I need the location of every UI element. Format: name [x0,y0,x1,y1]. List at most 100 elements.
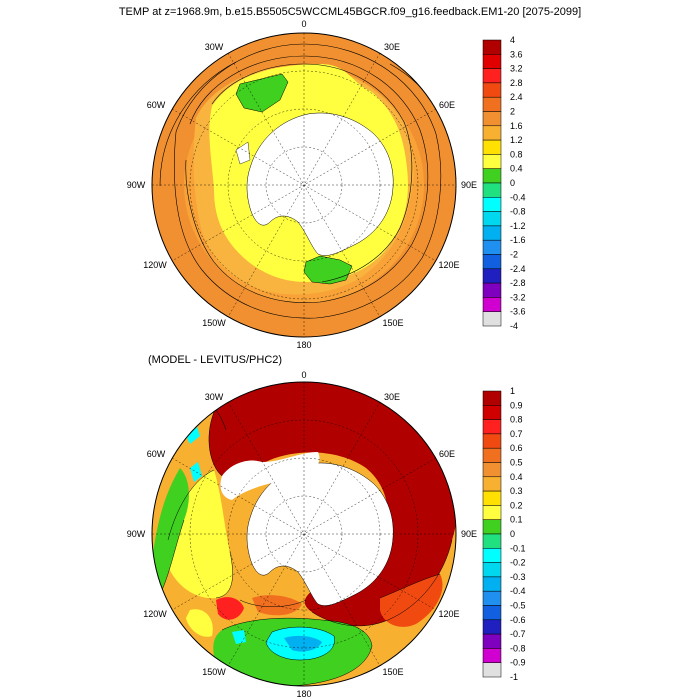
top-colorbar-box [482,68,502,84]
top-colorbar-label: 0.4 [510,164,523,174]
bottom-colorbar-label: 0.6 [510,443,523,453]
bottom-colorbar-box [482,576,502,592]
bottom-lon-label-90e: 90E [461,529,477,539]
bottom-colorbar-label: -0.7 [510,629,526,639]
green-band-west [152,468,189,590]
bottom-colorbar-label: 0.5 [510,458,523,468]
bottom-colorbar-label: -0.2 [510,558,526,568]
bottom-colorbar-box [482,590,502,606]
bottom-colorbar-label: 0.8 [510,415,523,425]
top-colorbar-label: 0 [510,178,515,188]
top-colorbar-box [482,254,502,270]
dark-red-warming-sector [208,382,456,626]
top-colorbar-label: -2.4 [510,264,526,274]
bottom-colorbar-box [482,462,502,478]
bottom-colorbar-box [482,662,502,678]
top-colorbar-box [482,54,502,69]
top-colorbar-box [482,125,502,141]
top-colorbar-box [482,39,502,55]
top-colorbar-label: -3.6 [510,307,526,317]
bottom-colorbar-label: 1 [510,386,515,396]
top-colorbar-box [482,211,502,227]
top-polar-map: 0 30E 60E 90E 120E 150E 180 150W 120W 90… [127,19,477,350]
top-lon-label-120e: 120E [438,260,459,270]
bottom-colorbar-box [482,419,502,435]
top-lon-label-30e: 30E [384,42,400,52]
bottom-graticule [152,382,456,686]
bottom-colorbar-box [482,447,502,463]
bottom-lon-label-0: 0 [301,370,306,380]
top-colorbar-box [482,139,502,155]
bottom-map-border [151,381,457,687]
top-colorbar-label: -0.8 [510,207,526,217]
bottom-lon-label-120e: 120E [438,609,459,619]
top-colorbar-label: 2 [510,107,515,117]
top-colorbar-box [482,225,502,241]
top-colorbar-box [482,82,502,98]
top-lon-label-0: 0 [301,19,306,29]
bottom-colorbar-label: 0.7 [510,429,523,439]
top-colorbar-box [482,311,502,327]
bottom-colorbar-box [482,433,502,449]
bottom-colorbar-label: 0.4 [510,472,523,482]
bottom-colorbar-box [482,548,502,563]
cyan-speck-nw [184,424,200,444]
top-colorbar-label: -2.8 [510,278,526,288]
top-colorbar: 4 3.6 3.2 2.8 2.4 2 1.6 1.2 0.8 0.4 0 -0.4 -0.8 -1.2 -… [482,35,526,331]
top-colorbar-box [482,297,502,312]
bottom-lon-label-120w: 120W [143,609,167,619]
top-map-border [151,32,457,338]
top-colorbar-box [482,239,502,255]
green-patch-atlantic [235,73,289,113]
top-colorbar-box [482,197,502,212]
bottom-colorbar-label: 0 [510,529,515,539]
top-lon-label-90w: 90W [127,180,146,190]
top-colorbar-label: 3.6 [510,49,523,59]
yellow-patch-south [186,609,213,637]
top-lon-label-120w: 120W [143,260,167,270]
antarctica-landmask-bottom [246,462,394,606]
bottom-colorbar-label: -0.9 [510,658,526,668]
top-lon-label-150w: 150W [202,318,226,328]
top-colorbar-box [482,168,502,184]
bottom-colorbar-box [482,633,502,649]
bottom-lon-label-30e: 30E [384,392,400,402]
bottom-lon-label-180: 180 [296,689,311,699]
top-lon-label-90e: 90E [461,180,477,190]
top-colorbar-label: 1.2 [510,135,523,145]
bottom-lon-label-150e: 150E [382,667,403,677]
top-colorbar-label: -0.4 [510,192,526,202]
top-colorbar-label: 4 [510,35,515,45]
bottom-colorbar-box [482,533,502,549]
bottom-colorbar-label: 0.1 [510,515,523,525]
bottom-colorbar-label: -0.4 [510,586,526,596]
bottom-colorbar-label: -0.1 [510,543,526,553]
top-lon-label-60w: 60W [147,100,166,110]
top-colorbar-label: 2.4 [510,92,523,102]
bottom-colorbar-label: -0.8 [510,643,526,653]
top-lon-label-30w: 30W [205,42,224,52]
bottom-polar-map: 0 30E 60E 90E 120E 150E 180 150W 120W 90… [127,370,477,699]
bottom-colorbar-label: -0.5 [510,601,526,611]
top-colorbar-label: 1.6 [510,121,523,131]
bottom-colorbar-box [482,405,502,420]
bottom-colorbar-box [482,562,502,578]
top-colorbar-label: -3.2 [510,292,526,302]
top-lon-label-60e: 60E [439,100,455,110]
bottom-colorbar-label: -1 [510,672,518,682]
bottom-colorbar-label: -0.6 [510,615,526,625]
antarctic-peninsula [235,141,251,165]
orange-red-patch [380,574,443,627]
top-colorbar-label: -2 [510,250,518,260]
top-lon-label-150e: 150E [382,318,403,328]
bottom-colorbar-box [482,390,502,406]
top-graticule [152,33,456,337]
bottom-colorbar-label: 0.9 [510,400,523,410]
cyan-patch-150w [232,630,246,644]
difference-plot-subtitle: (MODEL - LEVITUS/PHC2) [148,354,283,366]
top-lon-label-180: 180 [296,340,311,350]
top-colorbar-box [482,268,502,284]
bottom-colorbar-label: -0.3 [510,572,526,582]
top-colorbar-box [482,154,502,169]
